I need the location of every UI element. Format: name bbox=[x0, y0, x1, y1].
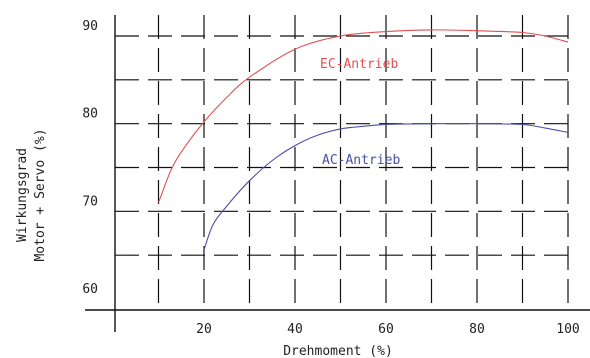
x-tick-label-80: 80 bbox=[469, 322, 485, 337]
y-tick-label-60: 60 bbox=[82, 282, 98, 297]
y-tick-label-70: 70 bbox=[82, 194, 98, 209]
series-line-ac-antrieb bbox=[203, 123, 569, 251]
y-axis-title-line2: Motor + Servo (%) bbox=[33, 128, 48, 261]
x-axis-title: Drehmoment (%) bbox=[283, 344, 393, 358]
series-label-ec-antrieb: EC-Antrieb bbox=[320, 57, 398, 72]
axes bbox=[85, 15, 590, 332]
tick-labels: 20 40 60 80 100 60 70 80 90 bbox=[82, 19, 579, 337]
y-tick-label-90: 90 bbox=[82, 19, 98, 34]
y-tick-label-80: 80 bbox=[82, 107, 98, 122]
series-lines bbox=[157, 29, 569, 251]
x-tick-label-40: 40 bbox=[287, 322, 303, 337]
series-labels: EC-Antrieb AC-Antrieb bbox=[320, 57, 400, 168]
series-label-ac-antrieb: AC-Antrieb bbox=[322, 153, 400, 168]
y-axis-title-line1: Wirkungsgrad bbox=[15, 148, 30, 242]
x-tick-label-60: 60 bbox=[378, 322, 394, 337]
x-tick-label-20: 20 bbox=[196, 322, 212, 337]
series-line-ec-antrieb bbox=[157, 29, 569, 203]
x-tick-label-100: 100 bbox=[556, 322, 579, 337]
